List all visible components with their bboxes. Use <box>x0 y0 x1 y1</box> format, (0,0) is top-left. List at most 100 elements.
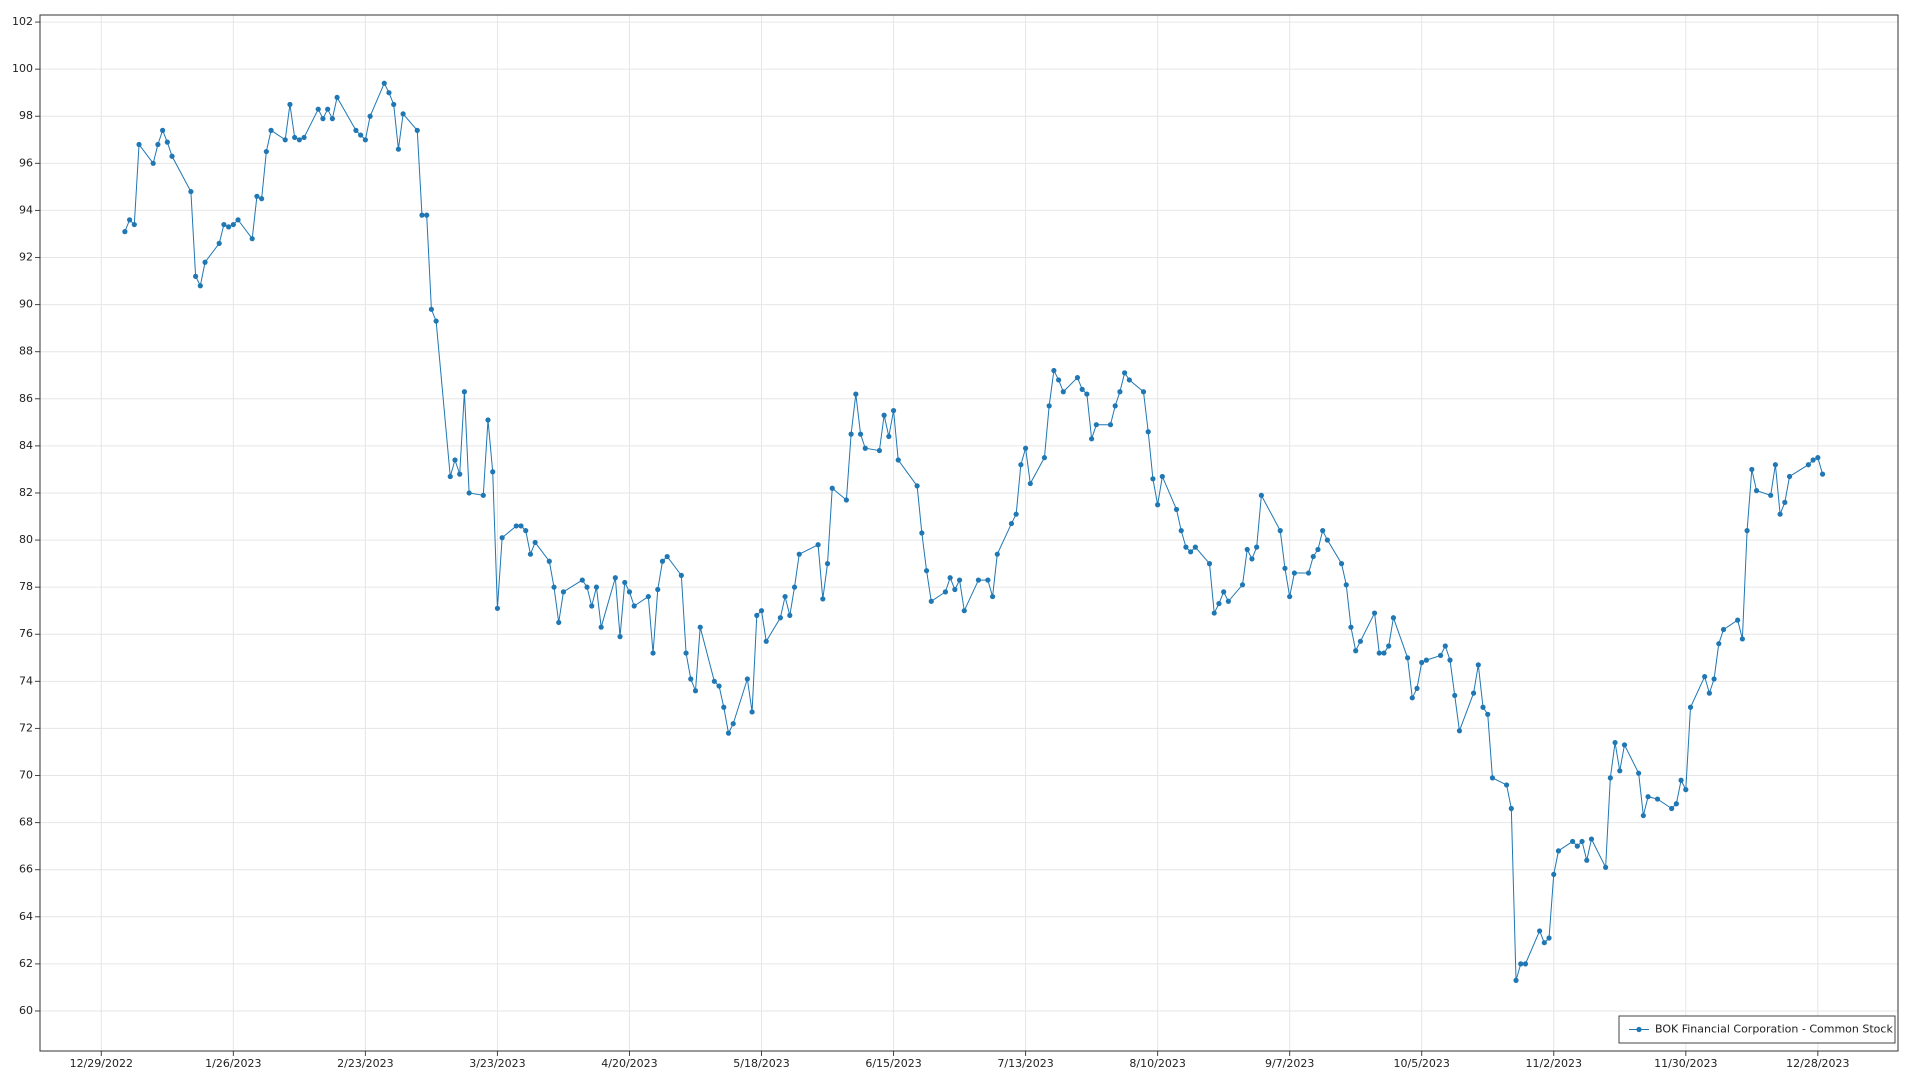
x-tick-label: 8/10/2023 <box>1129 1057 1185 1070</box>
data-point <box>1310 553 1316 560</box>
data-point <box>391 101 397 108</box>
data-point <box>1579 838 1585 845</box>
data-point <box>1192 544 1198 550</box>
data-point <box>362 137 368 143</box>
data-point <box>659 558 666 564</box>
data-point <box>523 528 529 534</box>
data-point <box>886 433 892 440</box>
data-point <box>160 127 166 133</box>
data-point <box>1777 511 1783 517</box>
data-point <box>1239 582 1246 588</box>
data-point <box>1414 685 1420 692</box>
data-point <box>626 589 633 595</box>
data-point <box>1716 641 1722 647</box>
data-point <box>622 579 628 586</box>
data-point <box>320 116 326 122</box>
data-point <box>928 598 934 604</box>
data-point <box>692 688 699 694</box>
legend-marker <box>1636 1026 1642 1033</box>
data-point <box>1711 676 1717 682</box>
y-tick-label: 62 <box>19 957 33 970</box>
data-point <box>315 106 321 112</box>
data-point <box>853 391 859 397</box>
data-point <box>1603 864 1609 870</box>
data-point <box>419 212 425 218</box>
data-point <box>1381 650 1387 656</box>
data-point <box>716 683 722 689</box>
data-point <box>1022 445 1029 451</box>
data-point <box>1470 690 1477 696</box>
data-point <box>169 153 175 159</box>
y-tick-label: 78 <box>19 580 33 593</box>
data-point <box>1551 871 1557 878</box>
data-point <box>1636 770 1642 776</box>
data-point <box>952 586 958 593</box>
data-point <box>424 212 430 218</box>
data-point <box>1555 848 1562 854</box>
data-point <box>358 132 364 138</box>
data-point <box>1735 617 1741 623</box>
y-tick-label: 102 <box>12 15 33 28</box>
data-point <box>1574 843 1580 849</box>
data-point <box>1159 473 1165 480</box>
x-tick-label: 12/29/2022 <box>70 1057 133 1070</box>
data-point <box>1768 492 1774 498</box>
data-point <box>1206 561 1213 567</box>
data-point <box>1150 476 1156 482</box>
data-point <box>126 217 133 223</box>
data-point <box>1145 429 1151 435</box>
data-point <box>1720 626 1727 633</box>
data-point <box>197 283 203 289</box>
data-point <box>1188 549 1194 555</box>
data-point <box>664 553 670 560</box>
data-point <box>447 473 453 480</box>
plot-border <box>39 14 1899 1052</box>
data-point <box>1687 704 1694 710</box>
data-point <box>655 586 661 593</box>
data-point <box>678 572 684 578</box>
data-point <box>777 615 783 621</box>
data-point <box>1537 928 1543 934</box>
data-point <box>1353 648 1359 654</box>
x-tick-label: 11/2/2023 <box>1526 1057 1582 1070</box>
data-point <box>1678 777 1684 783</box>
data-point <box>254 193 260 199</box>
y-tick-label: 98 <box>19 109 33 122</box>
data-point <box>1046 403 1052 409</box>
data-point <box>1522 961 1529 967</box>
data-point <box>235 217 241 223</box>
data-point <box>612 575 618 581</box>
data-point <box>1485 711 1491 717</box>
data-point <box>824 561 831 567</box>
data-point <box>1320 528 1326 534</box>
data-point <box>942 589 949 595</box>
data-point <box>1324 537 1330 543</box>
data-point <box>890 407 897 414</box>
data-point <box>744 676 750 682</box>
x-tick-label: 5/18/2023 <box>733 1057 789 1070</box>
y-tick-label: 66 <box>19 863 33 876</box>
data-point <box>230 221 236 228</box>
data-point <box>749 709 755 715</box>
x-tick-label: 7/13/2023 <box>997 1057 1053 1070</box>
data-point <box>1588 836 1595 842</box>
data-point <box>631 603 637 609</box>
data-point <box>848 431 854 437</box>
data-point <box>1287 593 1293 600</box>
data-point <box>1027 480 1033 487</box>
data-point <box>122 229 128 235</box>
data-point <box>1305 570 1312 576</box>
data-point <box>593 584 600 590</box>
data-point <box>1419 659 1425 666</box>
data-point <box>1183 544 1189 550</box>
data-point <box>1112 403 1118 409</box>
data-point <box>820 596 826 602</box>
data-point <box>150 160 156 166</box>
data-point <box>994 551 1000 557</box>
data-point <box>961 608 967 614</box>
data-point <box>1749 466 1755 473</box>
data-point <box>1645 794 1651 800</box>
x-tick-label: 4/20/2023 <box>601 1057 657 1070</box>
data-point <box>1475 662 1481 668</box>
data-point <box>301 134 307 141</box>
